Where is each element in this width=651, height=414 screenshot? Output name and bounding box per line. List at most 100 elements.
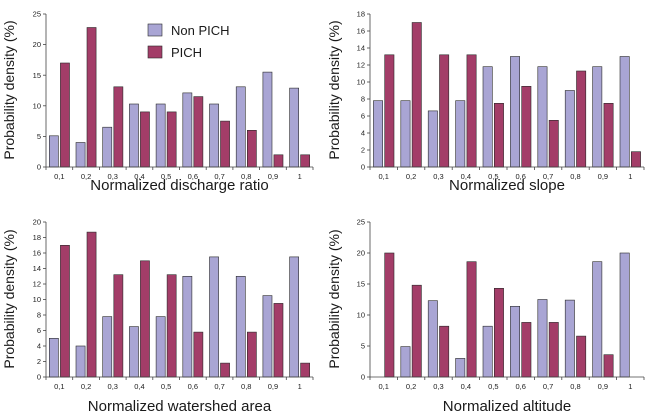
y-tick-label: 20 bbox=[33, 40, 41, 49]
y-tick-label: 18 bbox=[33, 233, 41, 242]
bar-non-pich-0-7 bbox=[209, 103, 219, 168]
bar-non-pich-0-1 bbox=[48, 135, 59, 168]
bar-pich-0-9 bbox=[603, 354, 614, 378]
bar-pich-0-8 bbox=[247, 331, 257, 378]
bar-non-pich-0-6 bbox=[510, 305, 520, 378]
bar-non-pich-0-2 bbox=[400, 100, 411, 168]
y-tick-label: 10 bbox=[33, 295, 41, 304]
x-tick-label: 0,7 bbox=[543, 382, 553, 391]
x-tick-label: 0,7 bbox=[543, 172, 553, 181]
bar-pich-0-7 bbox=[548, 120, 559, 168]
bar-non-pich-0-1 bbox=[373, 100, 383, 168]
y-axis-title: Probability density (%) bbox=[326, 20, 342, 159]
x-axis-title: Normalized discharge ratio bbox=[90, 177, 268, 194]
y-tick-label: 20 bbox=[357, 249, 365, 258]
legend: Non PICH PICH bbox=[147, 23, 230, 60]
x-tick-label: 0,1 bbox=[378, 172, 388, 181]
chart-altitude: 0 5 10 15 20 25 0,1 0,2 0,3 0,4 0,5 0,6 0,7 0,8 0,9 1 No… bbox=[326, 218, 645, 414]
y-tick-label: 10 bbox=[33, 101, 41, 110]
bar-non-pich-0-9 bbox=[592, 261, 603, 378]
x-tick-label: 1 bbox=[298, 172, 302, 181]
x-tick-label: 1 bbox=[628, 172, 632, 181]
x-tick-label: 0,6 bbox=[515, 382, 525, 391]
x-tick-label: 0,3 bbox=[433, 172, 443, 181]
bar-non-pich-0-7 bbox=[537, 66, 548, 168]
bar-pich-0-3 bbox=[113, 274, 124, 378]
bar-non-pich-0-6 bbox=[182, 92, 193, 168]
bar-pich-0-5 bbox=[166, 274, 177, 378]
x-tick-label: 0,2 bbox=[406, 172, 416, 181]
bar-non-pich-0-3 bbox=[427, 110, 438, 168]
chart-discharge-ratio: 0 5 10 15 20 25 0,1 0,2 0,3 0,4 0,5 0,6 0,7 0,8 0,9 1 No… bbox=[1, 10, 314, 194]
x-tick-label: 0,9 bbox=[268, 382, 278, 391]
x-tick-label: 0,3 bbox=[108, 382, 118, 391]
bar-pich-1 bbox=[300, 154, 311, 168]
x-tick-label: 0,8 bbox=[241, 172, 251, 181]
y-tick-label: 16 bbox=[357, 27, 365, 36]
y-tick-label: 16 bbox=[33, 249, 41, 258]
bar-pich-0-6 bbox=[521, 322, 532, 378]
bar-non-pich-0-5 bbox=[155, 316, 166, 378]
y-tick-label: 2 bbox=[37, 357, 41, 366]
bar-non-pich-0-8 bbox=[564, 90, 575, 168]
bar-non-pich-0-8 bbox=[235, 275, 246, 378]
bar-non-pich-0-4 bbox=[455, 358, 466, 378]
bar-pich-0-1 bbox=[384, 252, 395, 378]
x-tick-label: 0,1 bbox=[378, 382, 388, 391]
bar-non-pich-0-8 bbox=[235, 86, 246, 168]
x-tick-label: 0,4 bbox=[461, 172, 471, 181]
y-tick-label: 15 bbox=[33, 71, 41, 80]
x-tick-label: 0,4 bbox=[134, 382, 144, 391]
y-tick-label: 25 bbox=[357, 218, 365, 227]
bar-non-pich-0-7 bbox=[537, 299, 548, 378]
y-tick-label: 14 bbox=[357, 44, 365, 53]
y-tick-label: 8 bbox=[37, 311, 41, 320]
x-tick-label: 0,2 bbox=[406, 382, 416, 391]
x-tick-label: 0,7 bbox=[214, 382, 224, 391]
bar-pich-0-9 bbox=[603, 103, 614, 168]
y-tick-label: 12 bbox=[33, 280, 41, 289]
x-tick-label: 0,6 bbox=[188, 172, 198, 181]
bar-pich-0-9 bbox=[273, 303, 284, 378]
x-tick-label: 0,3 bbox=[433, 382, 443, 391]
x-tick-label: 0,5 bbox=[488, 172, 498, 181]
bar-non-pich-0-2 bbox=[400, 346, 411, 378]
chart-watershed-area: 0 2 4 6 8 10 12 14 16 18 20 0,1 0,2 0,3 0,4 0,5 0,6 0,7 0,… bbox=[1, 218, 314, 414]
bar-non-pich-0-7 bbox=[209, 256, 219, 378]
y-tick-label: 15 bbox=[357, 280, 365, 289]
y-axis-title: Probability density (%) bbox=[1, 229, 17, 368]
legend-label-non-pich: Non PICH bbox=[171, 23, 230, 38]
x-tick-label: 0,6 bbox=[515, 172, 525, 181]
y-tick-label: 8 bbox=[361, 95, 365, 104]
bar-pich-0-4 bbox=[466, 54, 477, 168]
bar-non-pich-0-5 bbox=[482, 325, 493, 378]
bar-non-pich-0-9 bbox=[262, 295, 273, 378]
x-tick-label: 0,2 bbox=[81, 172, 91, 181]
bar-non-pich-0-3 bbox=[102, 316, 113, 378]
bar-pich-0-1 bbox=[60, 62, 70, 168]
bar-pich-0-2 bbox=[86, 27, 97, 168]
chart-slope: 0 2 4 6 8 10 12 14 16 18 0,1 0,2 0,3 0,4 0,5 0,6 0,7 0,8 0… bbox=[326, 10, 645, 194]
bar-non-pich-0-2 bbox=[75, 345, 86, 378]
bar-non-pich-0-6 bbox=[510, 56, 520, 168]
x-axis-title: Normalized altitude bbox=[443, 398, 571, 414]
y-axis-title: Probability density (%) bbox=[326, 229, 342, 368]
bar-pich-0-6 bbox=[193, 96, 204, 168]
y-tick-label: 10 bbox=[357, 311, 365, 320]
y-tick-label: 5 bbox=[37, 132, 41, 141]
bar-pich-0-3 bbox=[113, 86, 124, 168]
x-tick-label: 0,9 bbox=[598, 172, 608, 181]
bar-pich-0-2 bbox=[86, 231, 97, 378]
x-tick-label: 0,8 bbox=[241, 382, 251, 391]
bar-non-pich-0-2 bbox=[75, 142, 86, 168]
y-tick-label: 4 bbox=[37, 342, 41, 351]
x-axis-title: Normalized watershed area bbox=[88, 398, 272, 414]
y-tick-label: 12 bbox=[357, 61, 365, 70]
bar-non-pich-1 bbox=[619, 56, 630, 168]
bar-non-pich-0-3 bbox=[102, 126, 113, 168]
x-tick-label: 1 bbox=[298, 382, 302, 391]
x-tick-label: 0,6 bbox=[188, 382, 198, 391]
bar-pich-0-3 bbox=[439, 325, 450, 378]
bar-pich-0-2 bbox=[411, 22, 422, 168]
